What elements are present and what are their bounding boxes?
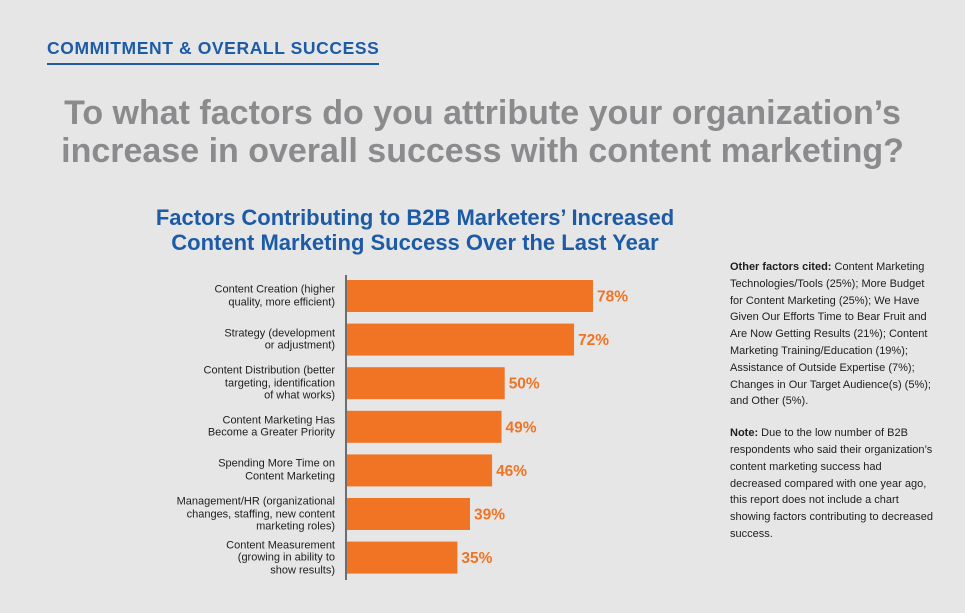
category-label-line: changes, staffing, new content [186,507,335,520]
category-label-line: Content Measurement [226,538,335,551]
category-label-line: (growing in ability to [237,551,335,564]
category-label-line: Content Creation (higher [214,283,335,296]
category-label-line: of what works) [264,389,335,402]
category-label-line: show results) [270,563,335,576]
category-label-line: marketing roles) [256,520,335,533]
bar-4 [347,454,493,487]
value-label-0: 78% [597,289,628,306]
category-label-3: Content Marketing Has Become a Greater Pr… [208,414,335,439]
chart-title-line-1: Factors Contributing to B2B Marketers’ I… [155,205,675,230]
category-label-line: Content Distribution (better [203,364,335,377]
bar-0 [347,280,593,312]
bar-5 [347,498,470,530]
value-label-6: 35% [461,550,492,567]
category-label-line: targeting, identification [224,376,335,389]
footnote-heading: Note: [730,427,759,440]
chart-title-line-2: Content Marketing Success Over the Last … [171,230,659,255]
value-label-5: 39% [474,507,505,524]
footnote: Note: Due to the low number of B2B respo… [730,425,935,543]
bar-3 [347,410,502,443]
category-label-line: Spending More Time on [218,457,335,470]
category-label-line: Management/HR (organizational [176,495,335,508]
category-label-line: Content Marketing Has [222,414,336,427]
category-label-line: Become a Greater Priority [207,426,335,439]
category-label-4: Spending More Time on Content Marketing [218,458,335,483]
chart-title: Factors Contributing to B2B Marketers’ I… [100,205,730,255]
other-factors-note: Other factors cited: Content Marketing T… [730,259,935,410]
category-label-2: Content Distribution (better targeting, i… [204,364,335,402]
bar-1 [347,323,575,356]
category-label-1: Strategy (development or adjustment) [224,327,335,352]
category-label-line: Content Marketing [245,470,335,483]
bar-6 [347,541,458,574]
bar-2 [347,367,505,400]
question-heading: To what factors do you attribute your or… [0,94,965,170]
other-factors-heading: Other factors cited: [730,261,832,273]
category-label-0: Content Creation (higher quality, more ef… [215,284,335,309]
side-notes: Other factors cited: Content Marketing T… [730,259,935,558]
value-label-4: 46% [496,463,527,480]
value-label-3: 49% [506,419,537,436]
category-label-6: Content Measurement (growing in ability t… [226,539,335,577]
value-label-1: 72% [578,332,609,349]
category-label-line: Strategy (development [224,327,335,340]
question-line-2: increase in overall success with content… [61,132,904,170]
category-label-5: Management/HR (organizational changes, st… [177,495,335,533]
section-tag: COMMITMENT & OVERALL SUCCESS [47,38,380,65]
footnote-text: Due to the low number of B2B respondents… [730,427,934,540]
category-label-line: quality, more efficient) [228,296,335,308]
value-label-2: 50% [509,376,540,393]
question-line-1: To what factors do you attribute your or… [64,94,901,132]
other-factors-text: Content Marketing Technologies/Tools (25… [730,261,931,408]
category-label-line: or adjustment) [264,339,335,352]
